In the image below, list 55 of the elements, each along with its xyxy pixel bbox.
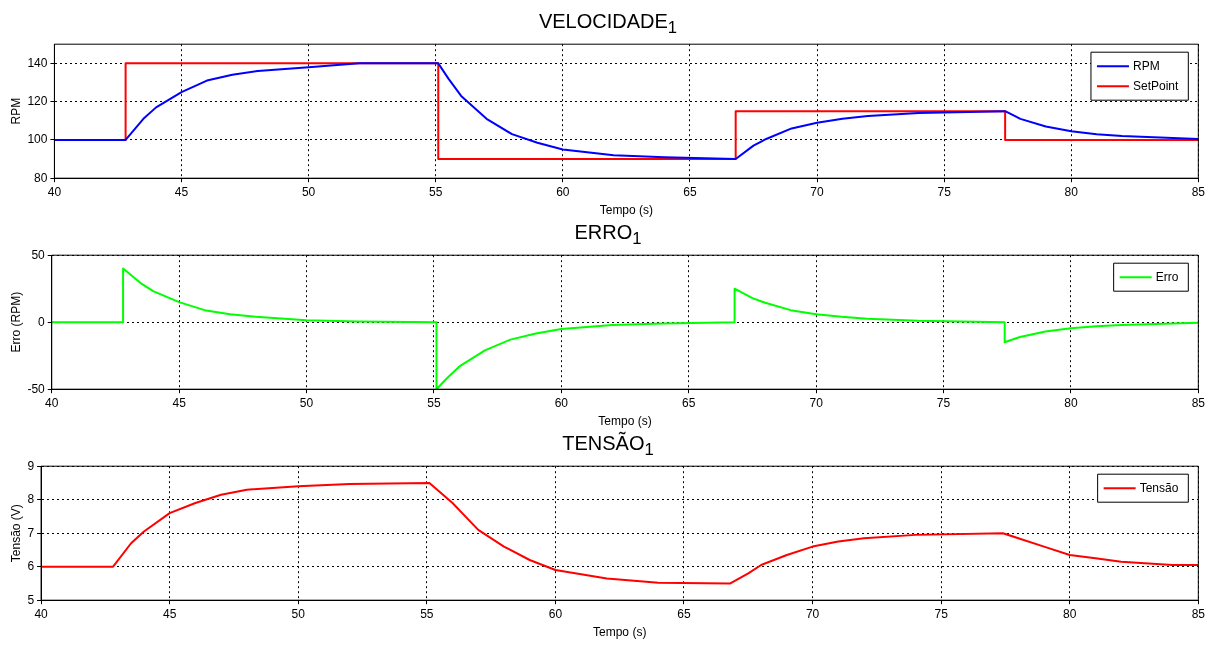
y-tick-label: 50 [31,247,46,262]
x-tick-label: 50 [299,395,314,410]
x-tick-label: 40 [47,184,62,199]
x-tick-label: 55 [429,184,443,199]
x-tick-label: 65 [682,395,696,410]
x-tick-label: 80 [1064,395,1078,410]
x-tick-label: 75 [934,606,949,621]
chart-title: VELOCIDADE$_{1}$ [537,9,679,37]
x-tick-label: 75 [937,184,952,199]
x-tick-label: 85 [1191,184,1206,199]
legend-label: SetPoint [1132,78,1179,93]
y-tick-label: 140 [27,55,48,70]
x-tick-label: 50 [301,184,316,199]
chart-title: TENSÃO$_{1}$ [561,430,655,459]
x-axis-title: Tempo (s) [593,625,647,640]
y-axis-title: Tensão (V) [8,504,23,563]
x-tick-label: 85 [1191,606,1206,621]
y-axis-title: RPM [8,97,23,125]
x-tick-label: 80 [1063,606,1077,621]
x-tick-label: 40 [34,606,49,621]
x-tick-label: 50 [291,606,306,621]
x-tick-label: 60 [556,184,570,199]
y-tick-label: 8 [27,492,35,507]
x-tick-label: 70 [810,184,825,199]
x-tick-label: 70 [809,395,824,410]
chart-title: ERRO$_{1}$ [573,220,643,248]
y-tick-label: -50 [27,381,46,396]
x-tick-label: 85 [1191,395,1206,410]
y-tick-label: 120 [27,93,48,108]
y-tick-label: 9 [27,458,35,473]
y-tick-label: 80 [34,170,48,185]
x-axis-title: Tempo (s) [599,203,654,218]
x-tick-label: 55 [427,395,441,410]
y-tick-label: 5 [27,592,35,607]
legend-label: Erro [1155,269,1179,284]
y-tick-label: 0 [38,314,46,329]
x-tick-label: 80 [1064,184,1079,199]
x-tick-label: 65 [683,184,697,199]
x-tick-label: 45 [172,395,187,410]
legend-label: RPM [1132,58,1160,73]
x-tick-label: 55 [420,606,434,621]
x-tick-label: 65 [677,606,691,621]
x-tick-label: 75 [936,395,951,410]
y-tick-label: 100 [27,132,48,147]
x-tick-label: 70 [805,606,820,621]
x-axis-title: Tempo (s) [598,414,652,429]
x-tick-label: 60 [554,395,569,410]
y-tick-label: 7 [27,525,35,540]
legend-label: Tensão [1139,480,1179,495]
x-tick-label: 40 [45,395,59,410]
y-axis-title: Erro (RPM) [8,291,23,353]
x-tick-label: 45 [162,606,177,621]
x-tick-label: 60 [548,606,563,621]
x-tick-label: 45 [174,184,189,199]
y-tick-label: 6 [27,559,35,574]
